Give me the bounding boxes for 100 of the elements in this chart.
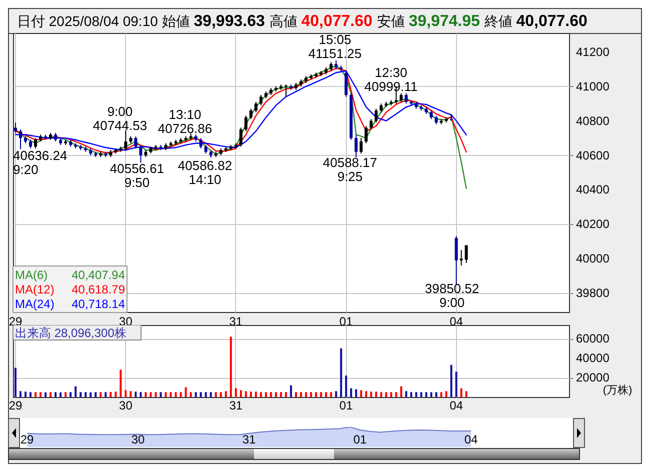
chart-title: 出来高 28,096,300株 bbox=[15, 326, 126, 340]
candlestick bbox=[364, 126, 368, 144]
y-tick-label: 40400 bbox=[576, 182, 610, 197]
y-tick-label: 41000 bbox=[576, 79, 610, 94]
bar bbox=[380, 392, 382, 397]
bar bbox=[94, 392, 97, 397]
bar bbox=[300, 392, 302, 397]
y-tick-label: 40000 bbox=[576, 252, 610, 266]
bar bbox=[260, 392, 262, 397]
bar bbox=[355, 389, 358, 397]
x-tick-label: 01 bbox=[353, 432, 368, 446]
candlestick bbox=[354, 134, 358, 158]
x-tick-label: 31 bbox=[229, 398, 243, 412]
bar bbox=[70, 392, 72, 397]
candlestick bbox=[134, 136, 138, 149]
bar bbox=[410, 392, 412, 397]
x-tick-label: 30 bbox=[131, 432, 146, 446]
bar bbox=[84, 392, 87, 397]
bar bbox=[445, 391, 448, 397]
bar bbox=[330, 392, 332, 397]
annotation: 13:10 40726.86 bbox=[158, 107, 212, 136]
candlestick bbox=[344, 70, 348, 98]
bar bbox=[295, 392, 298, 397]
candlestick bbox=[259, 94, 262, 106]
y-tick-label: 41200 bbox=[576, 44, 610, 59]
bar bbox=[100, 392, 102, 397]
candlestick bbox=[124, 130, 128, 151]
chart-title: 日付 2025/08/04 09:10 始値 39,993.63 高値 40,077.60 安値 39,974.95 終値 40,077.60 bbox=[17, 13, 588, 30]
candlestick bbox=[454, 236, 458, 285]
candlestick bbox=[284, 84, 288, 98]
bar bbox=[280, 392, 282, 397]
bar bbox=[194, 392, 197, 397]
bar bbox=[264, 392, 267, 397]
bar bbox=[370, 392, 372, 397]
bar bbox=[214, 392, 217, 397]
bar bbox=[210, 392, 212, 397]
x-tick-label: 30 bbox=[119, 398, 133, 412]
bar bbox=[350, 388, 352, 397]
bar bbox=[230, 336, 232, 397]
y-tick-label: 39800 bbox=[576, 286, 610, 300]
text: MA(12) bbox=[15, 282, 54, 296]
candlestick bbox=[34, 138, 38, 149]
bar bbox=[140, 392, 142, 397]
bar bbox=[335, 391, 338, 397]
bar bbox=[170, 392, 172, 397]
bar bbox=[190, 392, 192, 397]
candlestick bbox=[249, 108, 252, 120]
bar bbox=[270, 392, 272, 397]
bar bbox=[174, 392, 177, 397]
annotation: 40,407.94 bbox=[72, 268, 126, 282]
bar bbox=[420, 392, 422, 397]
bar bbox=[114, 392, 117, 397]
bar bbox=[250, 392, 252, 397]
bar bbox=[310, 392, 312, 397]
bar bbox=[34, 392, 37, 397]
bar bbox=[224, 391, 227, 397]
bar bbox=[375, 392, 378, 397]
bar bbox=[340, 348, 342, 397]
bar bbox=[220, 392, 222, 397]
bar bbox=[154, 392, 157, 397]
line-series bbox=[14, 65, 467, 189]
text: MA(6) bbox=[15, 268, 48, 282]
annotation: 40,618.79 bbox=[72, 282, 126, 296]
y-tick-label: 40800 bbox=[576, 114, 610, 128]
candlestick bbox=[370, 118, 373, 130]
x-tick-label: 29 bbox=[8, 398, 22, 412]
bar bbox=[395, 392, 398, 397]
y-tick-label: 40000 bbox=[576, 351, 610, 366]
bar bbox=[20, 391, 22, 397]
annotation: 12:30 40999.11 bbox=[364, 65, 418, 94]
annotation: 39850.52 9:00 bbox=[424, 281, 480, 310]
bar bbox=[240, 390, 242, 397]
bar bbox=[405, 391, 408, 397]
x-tick-label: 04 bbox=[464, 432, 478, 446]
bar bbox=[104, 392, 107, 397]
candlestick bbox=[254, 101, 258, 113]
bar bbox=[74, 386, 77, 397]
bar bbox=[365, 391, 368, 397]
bar bbox=[455, 372, 458, 397]
candlestick bbox=[360, 138, 363, 154]
bar bbox=[30, 392, 32, 397]
text: MA(24) bbox=[15, 297, 54, 311]
annotation: 40588.17 9:25 bbox=[322, 155, 378, 184]
bar bbox=[415, 392, 418, 397]
bar bbox=[64, 392, 67, 397]
bar bbox=[130, 391, 132, 397]
bar bbox=[425, 392, 428, 397]
bar bbox=[244, 391, 247, 397]
bar bbox=[450, 364, 452, 397]
bar bbox=[150, 392, 152, 397]
candlestick bbox=[139, 144, 142, 164]
x-tick-label: 01 bbox=[339, 398, 354, 412]
candlestick bbox=[199, 138, 202, 149]
x-tick-label: 29 bbox=[20, 432, 34, 446]
bar bbox=[360, 390, 362, 397]
bar bbox=[60, 392, 62, 397]
bar bbox=[284, 392, 287, 397]
x-tick-label: 04 bbox=[450, 398, 464, 412]
candlestick bbox=[239, 127, 242, 148]
bar bbox=[315, 392, 318, 397]
